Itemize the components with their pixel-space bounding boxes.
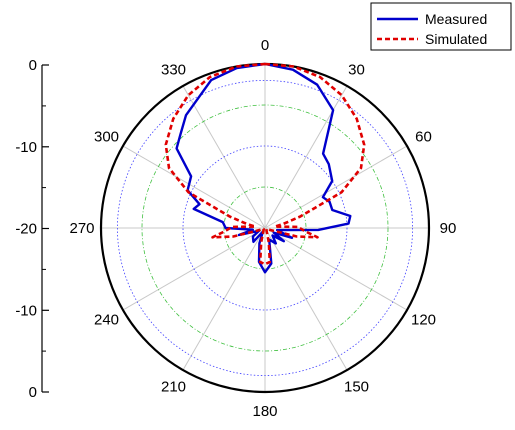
radial-axis-tick-label: -10 (15, 302, 37, 319)
angle-tick-label: 270 (69, 220, 94, 237)
grid-circle (182, 145, 348, 311)
angle-tick-label: 240 (94, 312, 119, 329)
legend-box (370, 2, 512, 51)
angle-tick-labels: 0 30 60 90 120 150 180 210 240 270 300 330 (69, 37, 456, 420)
legend: Measured Simulated (370, 2, 512, 51)
series-layer (164, 62, 366, 274)
radial-axis-tick-label: -10 (15, 139, 37, 156)
series-line-measured (175, 62, 352, 274)
angle-tick-label: 210 (161, 379, 186, 396)
radial-grid-line (122, 145, 266, 229)
legend-label-simulated: Simulated (425, 31, 487, 47)
series-line-simulated (164, 62, 366, 266)
angle-tick-label: 150 (344, 379, 369, 396)
angle-tick-label: 300 (94, 129, 119, 146)
radial-grid-line (264, 227, 348, 371)
grid-circle (141, 104, 389, 352)
legend-label-measured: Measured (425, 11, 487, 27)
angle-tick-label: 60 (415, 129, 432, 146)
angle-tick-label: 180 (252, 403, 277, 420)
angle-tick-label: 120 (411, 312, 436, 329)
radial-axis-tick-label: 0 (29, 57, 37, 74)
angle-tick-label: 90 (440, 220, 457, 237)
angle-tick-label: 30 (348, 62, 365, 79)
angle-tick-label: 0 (261, 37, 269, 54)
grid-circle (223, 186, 307, 270)
radial-grid-line (182, 85, 266, 229)
radial-axis: 0 -10 -20 -10 0 (15, 57, 49, 401)
radial-grid-line (264, 85, 348, 229)
polar-grid (99, 62, 431, 394)
radial-axis-tick-label: -20 (15, 221, 37, 238)
radial-axis-tick-label: 0 (29, 384, 37, 401)
grid-circle (116, 79, 414, 377)
angle-tick-label: 330 (161, 62, 186, 79)
radial-grid-line (264, 145, 408, 229)
